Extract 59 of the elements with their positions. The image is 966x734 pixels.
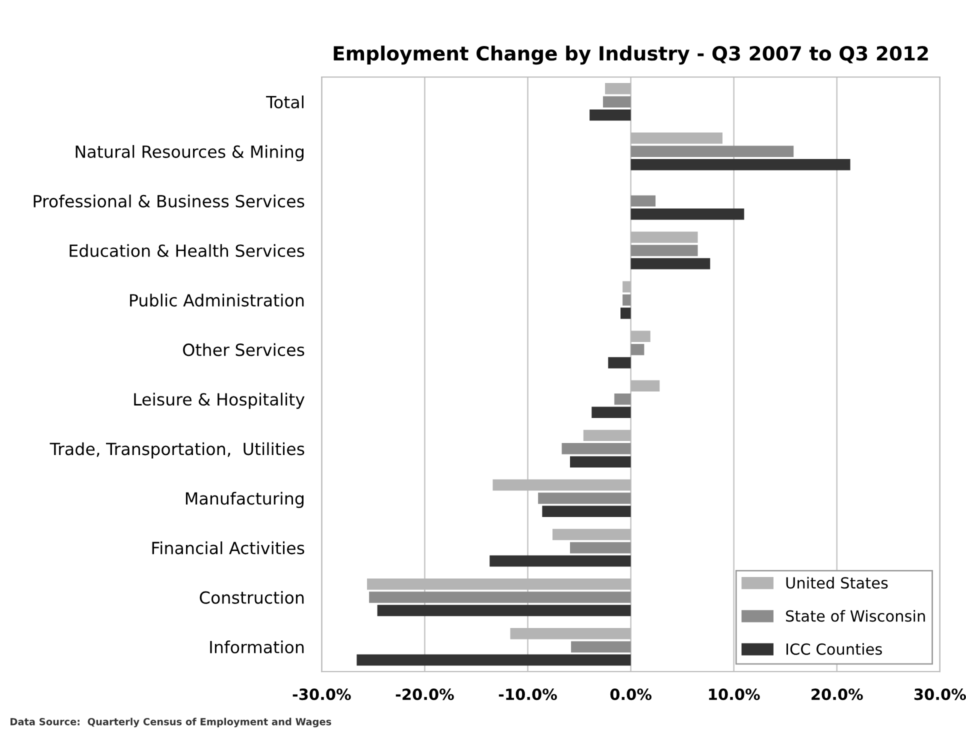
legend-label: ICC Counties: [786, 643, 882, 655]
bar: [367, 578, 631, 590]
bar: [605, 83, 631, 94]
bar: [614, 393, 631, 405]
bar: [630, 244, 698, 256]
y-tick-label: Trade, Transportation, Utilities: [50, 442, 304, 458]
bar: [630, 132, 723, 144]
bar: [510, 628, 631, 640]
bar: [622, 281, 631, 292]
x-tick-label: 0.0%: [610, 688, 652, 700]
bar: [608, 357, 631, 368]
y-tick-label: Manufacturing: [186, 492, 304, 508]
bar: [562, 443, 631, 454]
bar: [630, 146, 794, 158]
bar: [570, 542, 631, 554]
y-tick-label: Natural Resources & Mining: [76, 145, 304, 162]
y-tick-label: Financial Activities: [152, 541, 304, 554]
y-tick-label: Other Services: [183, 343, 304, 356]
x-tick-label: 20.0%: [812, 688, 863, 700]
bar: [583, 430, 631, 442]
bar: [602, 96, 631, 108]
bar: [538, 492, 631, 504]
bar: [620, 308, 631, 319]
y-tick-label: Professional & Business Services: [34, 194, 304, 208]
bar: [570, 456, 631, 468]
x-tick-label: 30.0%: [914, 688, 966, 700]
y-tick-label: Information: [210, 640, 304, 654]
bar: [630, 208, 744, 220]
y-tick-label: Leisure & Hospitality: [134, 392, 305, 409]
y-tick-label: Public Administration: [130, 294, 304, 307]
x-tick-label: -10.0%: [498, 688, 557, 700]
bar: [377, 604, 631, 616]
bar: [542, 506, 631, 518]
bar: [630, 380, 660, 392]
bar: [630, 195, 656, 207]
bar: [630, 344, 644, 356]
x-tick-label: -30.0%: [292, 688, 351, 700]
bar: [356, 654, 631, 666]
x-tick-label: -20.0%: [396, 688, 454, 700]
bar: [369, 592, 631, 603]
bar: [490, 555, 631, 567]
bar: [592, 406, 631, 418]
y-tick-label: Education & Health Services: [70, 244, 304, 258]
bar: [622, 294, 631, 306]
bar: [552, 528, 631, 540]
y-tick-label: Construction: [200, 590, 304, 604]
source-note: Data Source: Quarterly Census of Employment and Wages: [10, 718, 332, 728]
bar: [630, 232, 698, 243]
bar: [590, 109, 631, 121]
x-tick-label: 10.0%: [709, 688, 760, 700]
bar: [492, 479, 631, 491]
y-tick-label: Total: [266, 96, 304, 108]
legend-label: State of Wisconsin: [786, 610, 925, 622]
legend-label: United States: [786, 576, 888, 589]
bar: [630, 330, 650, 342]
bar: [630, 158, 850, 170]
chart-title: Employment Change by Industry - Q3 2007 to Q3 2012: [334, 46, 928, 65]
bar: [571, 641, 631, 652]
bar: [630, 258, 710, 270]
